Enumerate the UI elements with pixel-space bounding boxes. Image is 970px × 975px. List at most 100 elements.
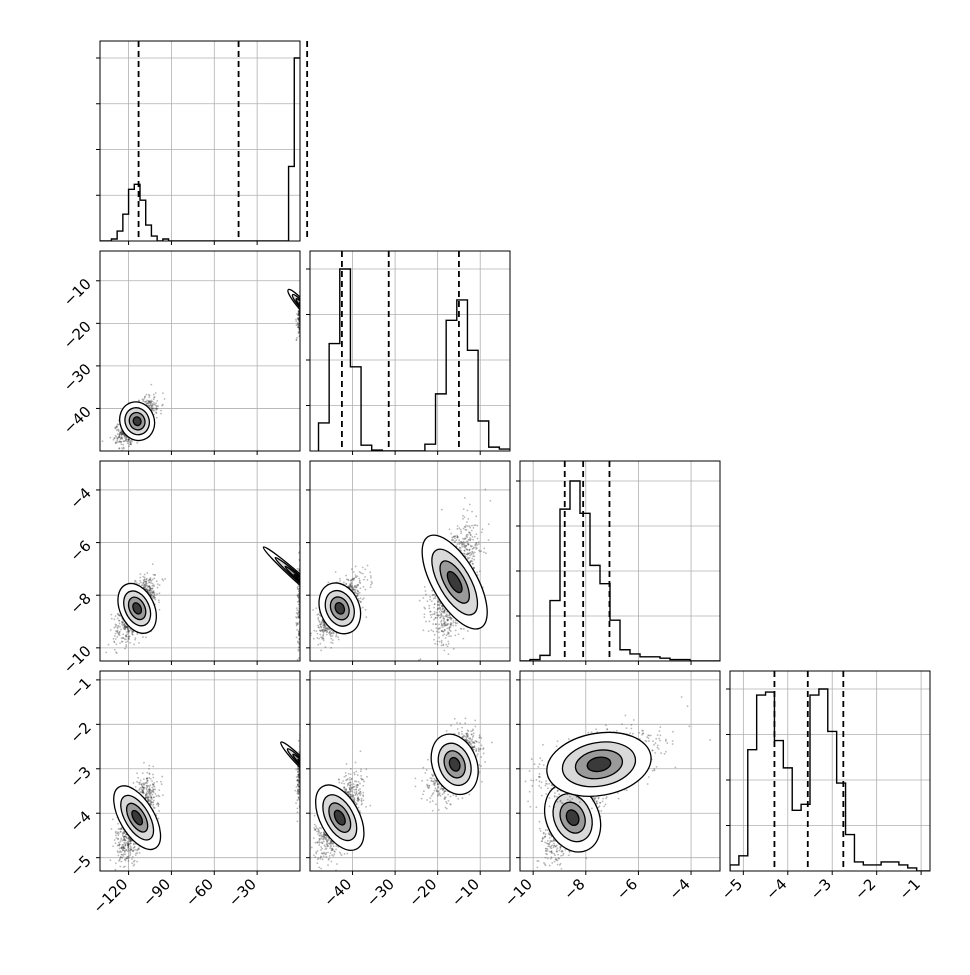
sample-point xyxy=(307,286,309,288)
sample-point xyxy=(302,303,304,305)
sample-point xyxy=(134,639,136,641)
sample-point xyxy=(303,325,305,327)
sample-point xyxy=(304,297,306,299)
sample-point xyxy=(306,284,308,286)
sample-point xyxy=(300,309,302,311)
sample-point xyxy=(302,301,304,303)
sample-point xyxy=(303,597,305,599)
sample-point xyxy=(304,293,306,295)
sample-point xyxy=(307,569,309,571)
sample-point xyxy=(305,528,307,530)
sample-point xyxy=(304,290,306,292)
sample-point xyxy=(301,299,303,301)
sample-point xyxy=(301,581,303,583)
sample-point xyxy=(301,297,303,299)
sample-point xyxy=(302,309,304,311)
sample-point xyxy=(307,287,309,289)
sample-point xyxy=(302,513,304,515)
sample-point xyxy=(302,595,304,597)
sample-point xyxy=(301,307,303,309)
sample-point xyxy=(304,526,306,528)
sample-point xyxy=(302,302,304,304)
sample-point xyxy=(302,605,304,607)
sample-point xyxy=(303,322,305,324)
sample-point xyxy=(302,585,304,587)
sample-point xyxy=(301,307,303,309)
sample-point xyxy=(302,295,304,297)
sample-point xyxy=(115,643,117,645)
sample-point xyxy=(302,595,304,597)
sample-point xyxy=(300,624,302,626)
sample-point xyxy=(303,305,305,307)
sample-point xyxy=(304,301,306,303)
sample-point xyxy=(302,292,304,294)
sample-point xyxy=(302,599,304,601)
sample-point xyxy=(302,586,304,588)
sample-point xyxy=(302,319,304,321)
sample-point xyxy=(302,316,304,318)
sample-point xyxy=(301,295,303,297)
sample-point xyxy=(144,396,146,398)
sample-point xyxy=(304,534,306,536)
sample-point xyxy=(302,321,304,323)
sample-point xyxy=(304,294,306,296)
sample-point xyxy=(301,322,303,324)
sample-point xyxy=(300,306,302,308)
sample-point xyxy=(303,292,305,294)
sample-point xyxy=(302,294,304,296)
sample-point xyxy=(115,436,117,438)
sample-point xyxy=(305,294,307,296)
sample-point xyxy=(302,310,304,312)
sample-point xyxy=(301,302,303,304)
sample-point xyxy=(301,314,303,316)
sample-point xyxy=(153,394,155,396)
sample-point xyxy=(301,304,303,306)
sample-point xyxy=(304,609,306,611)
sample-point xyxy=(306,312,308,314)
sample-point xyxy=(303,291,305,293)
sample-point xyxy=(301,543,303,545)
sample-point xyxy=(301,318,303,320)
sample-point xyxy=(301,311,303,313)
sample-point xyxy=(304,305,306,307)
sample-point xyxy=(302,298,304,300)
sample-point xyxy=(301,303,303,305)
sample-point xyxy=(122,625,124,627)
sample-point xyxy=(304,315,306,317)
sample-point xyxy=(152,597,154,599)
sample-point xyxy=(302,293,304,295)
sample-point xyxy=(303,294,305,296)
sample-point xyxy=(301,611,303,613)
sample-point xyxy=(302,303,304,305)
sample-point xyxy=(303,311,305,313)
sample-point xyxy=(157,583,159,585)
sample-point xyxy=(302,291,304,293)
sample-point xyxy=(303,589,305,591)
sample-point xyxy=(305,309,307,311)
sample-point xyxy=(303,316,305,318)
sample-point xyxy=(301,295,303,297)
sample-point xyxy=(304,561,306,563)
sample-point xyxy=(304,293,306,295)
sample-point xyxy=(304,290,306,292)
sample-point xyxy=(305,287,307,289)
sample-point xyxy=(306,528,308,530)
sample-point xyxy=(301,316,303,318)
sample-point xyxy=(302,301,304,303)
sample-point xyxy=(302,297,304,299)
sample-point xyxy=(304,305,306,307)
sample-point xyxy=(303,585,305,587)
sample-point xyxy=(303,304,305,306)
sample-point xyxy=(301,312,303,314)
sample-point xyxy=(301,556,303,558)
sample-point xyxy=(305,543,307,545)
sample-point xyxy=(305,564,307,566)
sample-point xyxy=(302,327,304,329)
scatter-2-0 xyxy=(105,496,345,672)
sample-point xyxy=(304,297,306,299)
sample-point xyxy=(301,314,303,316)
sample-point xyxy=(304,573,306,575)
sample-point xyxy=(305,540,307,542)
sample-point xyxy=(302,311,304,313)
sample-point xyxy=(302,303,304,305)
